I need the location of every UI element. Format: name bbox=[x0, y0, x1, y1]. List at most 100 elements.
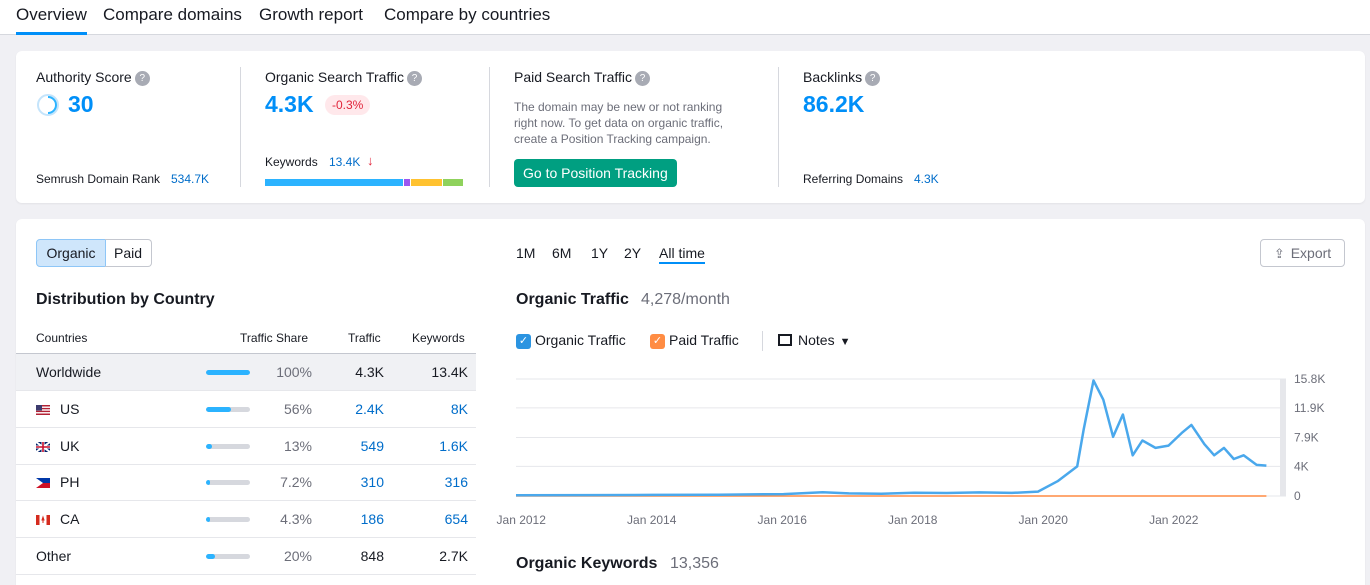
y-tick-label: 7.9K bbox=[1294, 431, 1319, 445]
paid-toggle-button[interactable]: Paid bbox=[105, 239, 152, 267]
share-value: 4.3% bbox=[280, 511, 312, 528]
col-traffic-share[interactable]: Traffic Share bbox=[240, 331, 309, 345]
share-bar bbox=[206, 443, 250, 449]
referring-domains-value[interactable]: 4.3K bbox=[914, 172, 939, 186]
share-bar-fill bbox=[206, 370, 250, 375]
comment-icon bbox=[778, 334, 792, 346]
organic-traffic-label: Organic Search Traffic bbox=[265, 69, 405, 85]
legend-paid-traffic[interactable]: ✓ Paid Traffic bbox=[650, 332, 739, 349]
y-tick-label: 4K bbox=[1294, 459, 1309, 473]
period-6m[interactable]: 6M bbox=[552, 245, 572, 261]
share-value: 7.2% bbox=[280, 474, 312, 491]
domain-rank-label: Semrush Domain Rank bbox=[36, 172, 161, 186]
country-name: PH bbox=[36, 474, 79, 490]
table-header-divider bbox=[16, 353, 476, 354]
summary-card: Authority Score? 30 Semrush Domain Rank … bbox=[16, 51, 1365, 203]
share-value: 20% bbox=[283, 548, 312, 564]
authority-gauge-icon bbox=[37, 94, 59, 116]
info-icon[interactable]: ? bbox=[407, 70, 423, 86]
country-name: US bbox=[36, 401, 79, 417]
share-bar-fill bbox=[206, 554, 215, 559]
info-icon[interactable]: ? bbox=[635, 70, 651, 86]
backlinks-label: Backlinks bbox=[803, 69, 863, 85]
chevron-down-icon: ▼ bbox=[839, 336, 851, 348]
backlinks-heading: Backlinks? bbox=[803, 69, 881, 86]
period-2y[interactable]: 2Y bbox=[624, 245, 642, 261]
share-bar bbox=[206, 406, 250, 412]
col-traffic[interactable]: Traffic bbox=[348, 331, 381, 345]
organic-traffic-chart[interactable]: 15.8K 11.9K 7.9K 4K 0 Jan 2012 Jan 2014 Jan 201… bbox=[496, 369, 1346, 534]
authority-score-heading: Authority Score? bbox=[36, 69, 150, 86]
tab-compare-by-countries[interactable]: Compare by countries bbox=[384, 5, 551, 24]
info-icon[interactable]: ? bbox=[134, 70, 150, 86]
table-row[interactable]: CA 4.3% 186 654 bbox=[16, 501, 476, 539]
keywords-value[interactable]: 13.4K bbox=[329, 155, 361, 169]
chart-scroll-edge bbox=[1280, 379, 1286, 496]
paid-traffic-heading: Paid Search Traffic? bbox=[514, 69, 651, 86]
distribution-title: Distribution by Country bbox=[36, 291, 215, 308]
x-tick-label: Jan 2020 bbox=[1019, 513, 1069, 527]
export-label: Export bbox=[1290, 245, 1332, 261]
series-line-organic-traffic bbox=[515, 379, 1267, 497]
organic-toggle-button[interactable]: Organic bbox=[36, 239, 106, 267]
share-bar bbox=[206, 370, 250, 375]
country-label: PH bbox=[60, 474, 80, 491]
period-all-time[interactable]: All time bbox=[659, 245, 705, 264]
period-1y[interactable]: 1Y bbox=[591, 245, 609, 261]
keywords-distribution-bar bbox=[265, 179, 465, 186]
share-value: 100% bbox=[276, 364, 312, 380]
traffic-value[interactable]: 186 bbox=[360, 511, 384, 528]
keywords-value[interactable]: 654 bbox=[444, 511, 468, 528]
go-to-position-tracking-button[interactable]: Go to Position Tracking bbox=[514, 159, 677, 187]
traffic-value[interactable]: 310 bbox=[360, 474, 384, 491]
notes-label: Notes bbox=[798, 332, 835, 348]
authority-score-value: 30 bbox=[68, 91, 94, 117]
keywords-value[interactable]: 316 bbox=[444, 474, 468, 491]
tab-overview[interactable]: Overview bbox=[16, 5, 87, 24]
paid-traffic-label: Paid Search Traffic bbox=[514, 69, 633, 85]
y-tick-label: 15.8K bbox=[1294, 372, 1325, 386]
country-name: UK bbox=[35, 438, 79, 454]
country-label: Other bbox=[36, 548, 72, 564]
country-name: Other bbox=[36, 548, 71, 564]
share-value: 56% bbox=[283, 400, 312, 417]
report-tabs: Overview Compare domains Growth report C… bbox=[0, 0, 1370, 35]
share-value: 13% bbox=[283, 437, 312, 454]
organic-traffic-value[interactable]: 4.3K bbox=[265, 91, 314, 117]
organic-keywords-value: 13,356 bbox=[670, 555, 719, 572]
table-row[interactable]: PH 7.2% 310 316 bbox=[16, 464, 476, 502]
uk-flag-icon bbox=[35, 439, 51, 453]
country-label: Worldwide bbox=[36, 364, 102, 380]
notes-dropdown[interactable]: Notes ▼ bbox=[778, 332, 850, 348]
y-tick-label: 11.9K bbox=[1294, 401, 1324, 415]
table-row[interactable]: US 56% 2.4K 8K bbox=[16, 391, 476, 428]
col-keywords[interactable]: Keywords bbox=[412, 331, 465, 345]
info-icon[interactable]: ? bbox=[865, 70, 881, 86]
keywords-value[interactable]: 8K bbox=[450, 400, 468, 417]
paid-traffic-description: The domain may be new or not ranking rig… bbox=[514, 100, 724, 146]
table-row[interactable]: UK 13% 549 1.6K bbox=[16, 428, 476, 465]
referring-domains-label: Referring Domains bbox=[803, 172, 904, 186]
table-row[interactable]: Other 20% 848 2.7K bbox=[16, 538, 476, 575]
keywords-value[interactable]: 1.6K bbox=[439, 437, 468, 454]
period-1m[interactable]: 1M bbox=[516, 245, 536, 261]
share-bar-fill bbox=[206, 406, 231, 412]
legend-organic-traffic[interactable]: ✓ Organic Traffic bbox=[516, 332, 626, 349]
share-bar bbox=[206, 517, 250, 523]
traffic-value[interactable]: 2.4K bbox=[355, 400, 384, 417]
x-tick-label: Jan 2022 bbox=[1149, 513, 1199, 527]
domain-rank-value[interactable]: 534.7K bbox=[171, 172, 210, 186]
export-button[interactable]: ⇪ Export bbox=[1260, 239, 1345, 267]
share-bar bbox=[206, 480, 250, 486]
backlinks-value[interactable]: 86.2K bbox=[803, 91, 865, 117]
tab-growth-report[interactable]: Growth report bbox=[259, 5, 363, 24]
divider bbox=[489, 67, 490, 187]
traffic-value[interactable]: 549 bbox=[360, 437, 384, 454]
col-countries: Countries bbox=[36, 331, 88, 345]
legend-paid-label: Paid Traffic bbox=[669, 332, 739, 348]
organic-change-badge: -0.3% bbox=[325, 95, 371, 115]
table-row[interactable]: Worldwide 100% 4.3K 13.4K bbox=[16, 354, 476, 391]
tab-compare-domains[interactable]: Compare domains bbox=[103, 5, 242, 24]
keywords-value: 2.7K bbox=[439, 548, 468, 564]
authority-score-label: Authority Score bbox=[36, 69, 132, 85]
